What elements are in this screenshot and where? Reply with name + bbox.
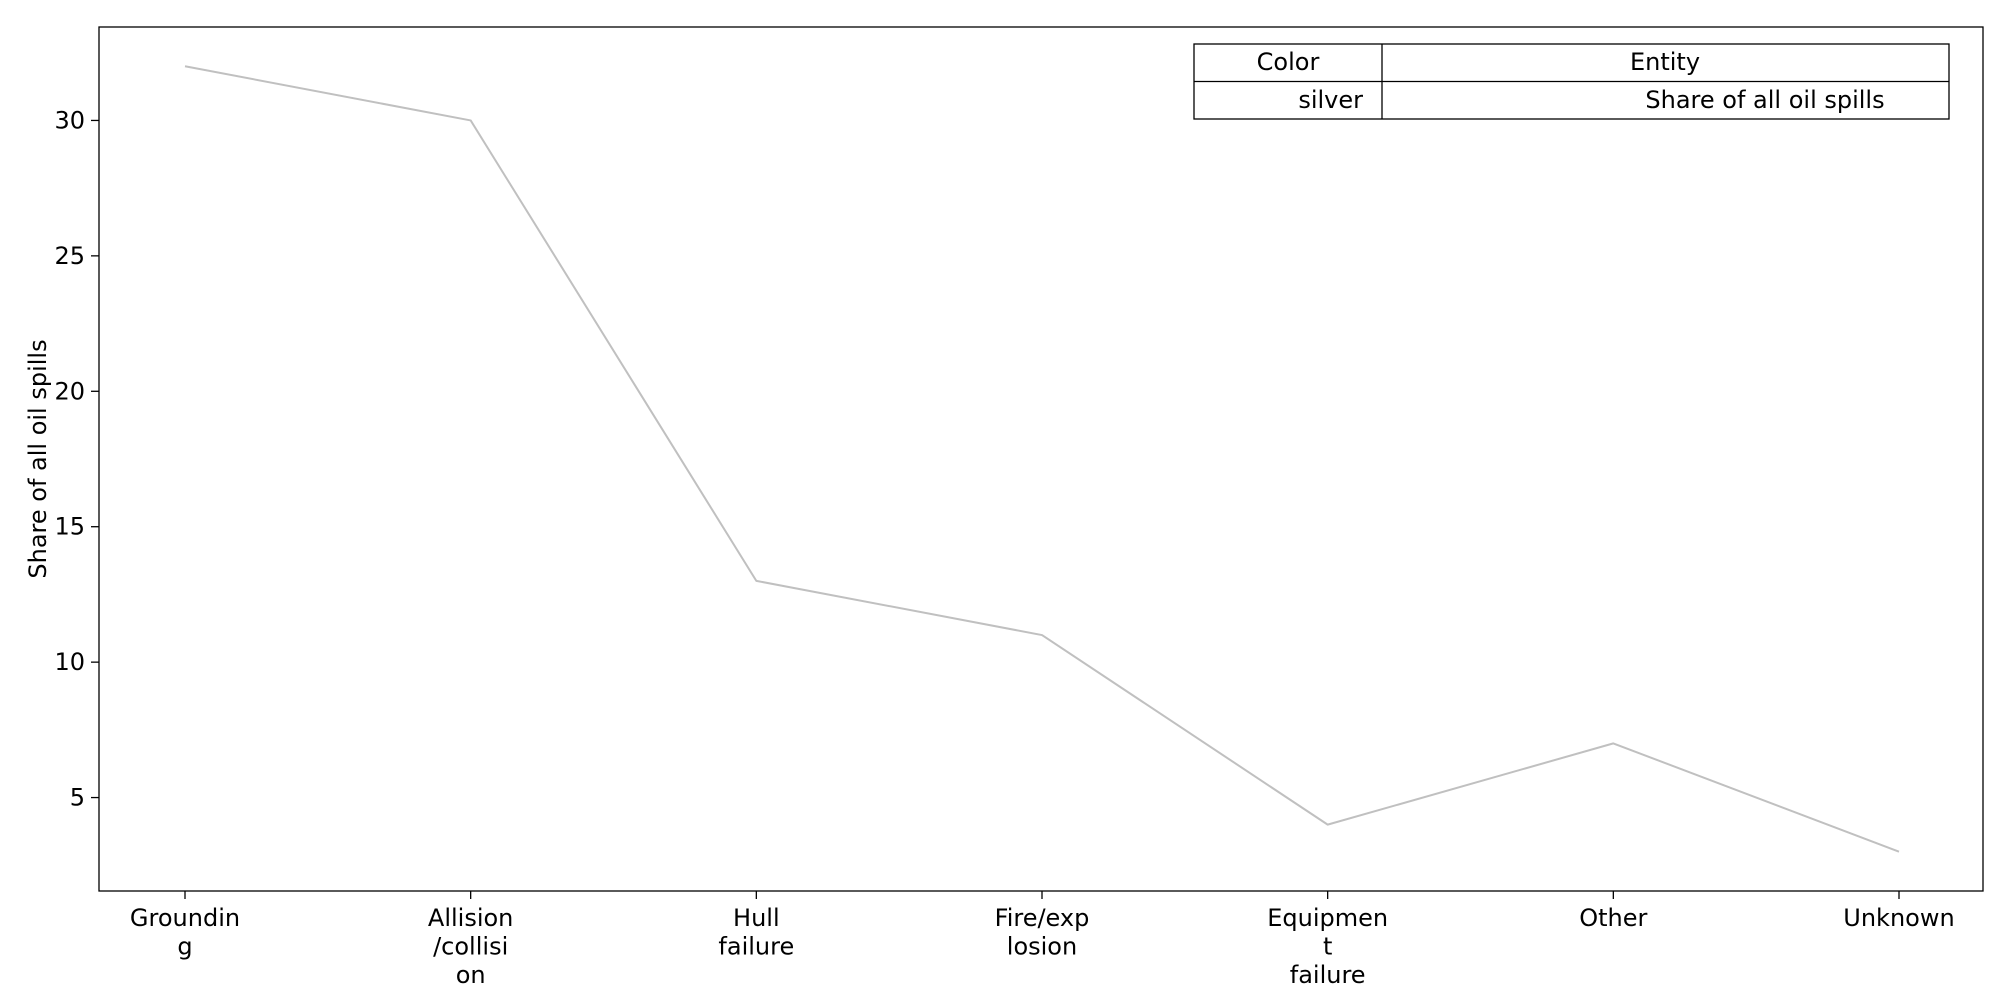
x-tick-label: Equipmen t failure bbox=[1267, 904, 1388, 989]
plot-area-frame bbox=[98, 26, 1984, 892]
y-tick-label: 15 bbox=[54, 513, 85, 541]
x-tick-label: Hull failure bbox=[718, 904, 794, 961]
y-tick-label: 30 bbox=[54, 106, 85, 134]
legend-cell-color: silver bbox=[1298, 86, 1363, 114]
x-tick-label-line: Hull bbox=[733, 904, 780, 932]
series-layer bbox=[184, 65, 1900, 853]
x-tick-label: Other bbox=[1579, 904, 1647, 932]
x-tick-label-line: Allision bbox=[428, 904, 514, 932]
legend-header-entity: Entity bbox=[1630, 48, 1700, 76]
x-tick-label-line: t bbox=[1323, 933, 1332, 961]
x-tick-label: Groundin g bbox=[130, 904, 240, 961]
x-tick-label-line: Other bbox=[1579, 904, 1647, 932]
legend-header-color: Color bbox=[1257, 48, 1320, 76]
x-tick-label-line: on bbox=[456, 961, 486, 989]
series-line bbox=[184, 65, 1900, 853]
x-tick-label-line: failure bbox=[1290, 961, 1366, 989]
x-tick-label-line: Unknown bbox=[1843, 904, 1954, 932]
x-tick-label-line: Groundin bbox=[130, 904, 240, 932]
y-tick-label: 10 bbox=[54, 648, 85, 676]
y-tick-label: 5 bbox=[70, 784, 85, 812]
y-tick-label: 25 bbox=[54, 242, 85, 270]
x-tick-label: Allision/collisi on bbox=[428, 904, 514, 989]
x-tick-label-line: Equipmen bbox=[1267, 904, 1388, 932]
x-tick-label: Fire/exp losion bbox=[995, 904, 1090, 961]
x-tick-label: Unknown bbox=[1843, 904, 1954, 932]
y-axis: 5 10 15 20 25 30 bbox=[54, 106, 99, 812]
y-axis-label: Share of all oil spills bbox=[24, 339, 52, 578]
x-tick-label-line: losion bbox=[1007, 933, 1077, 961]
legend-cell-entity: Share of all oil spills bbox=[1645, 86, 1884, 114]
x-tick-label-line: Fire/exp bbox=[995, 904, 1090, 932]
x-tick-label-line: /collisi bbox=[433, 933, 508, 961]
y-tick-label: 20 bbox=[54, 377, 85, 405]
x-tick-label-line: g bbox=[177, 933, 192, 961]
legend-table: Color Entity silver Share of all oil spi… bbox=[1193, 43, 1950, 120]
x-tick-label-line: failure bbox=[718, 933, 794, 961]
